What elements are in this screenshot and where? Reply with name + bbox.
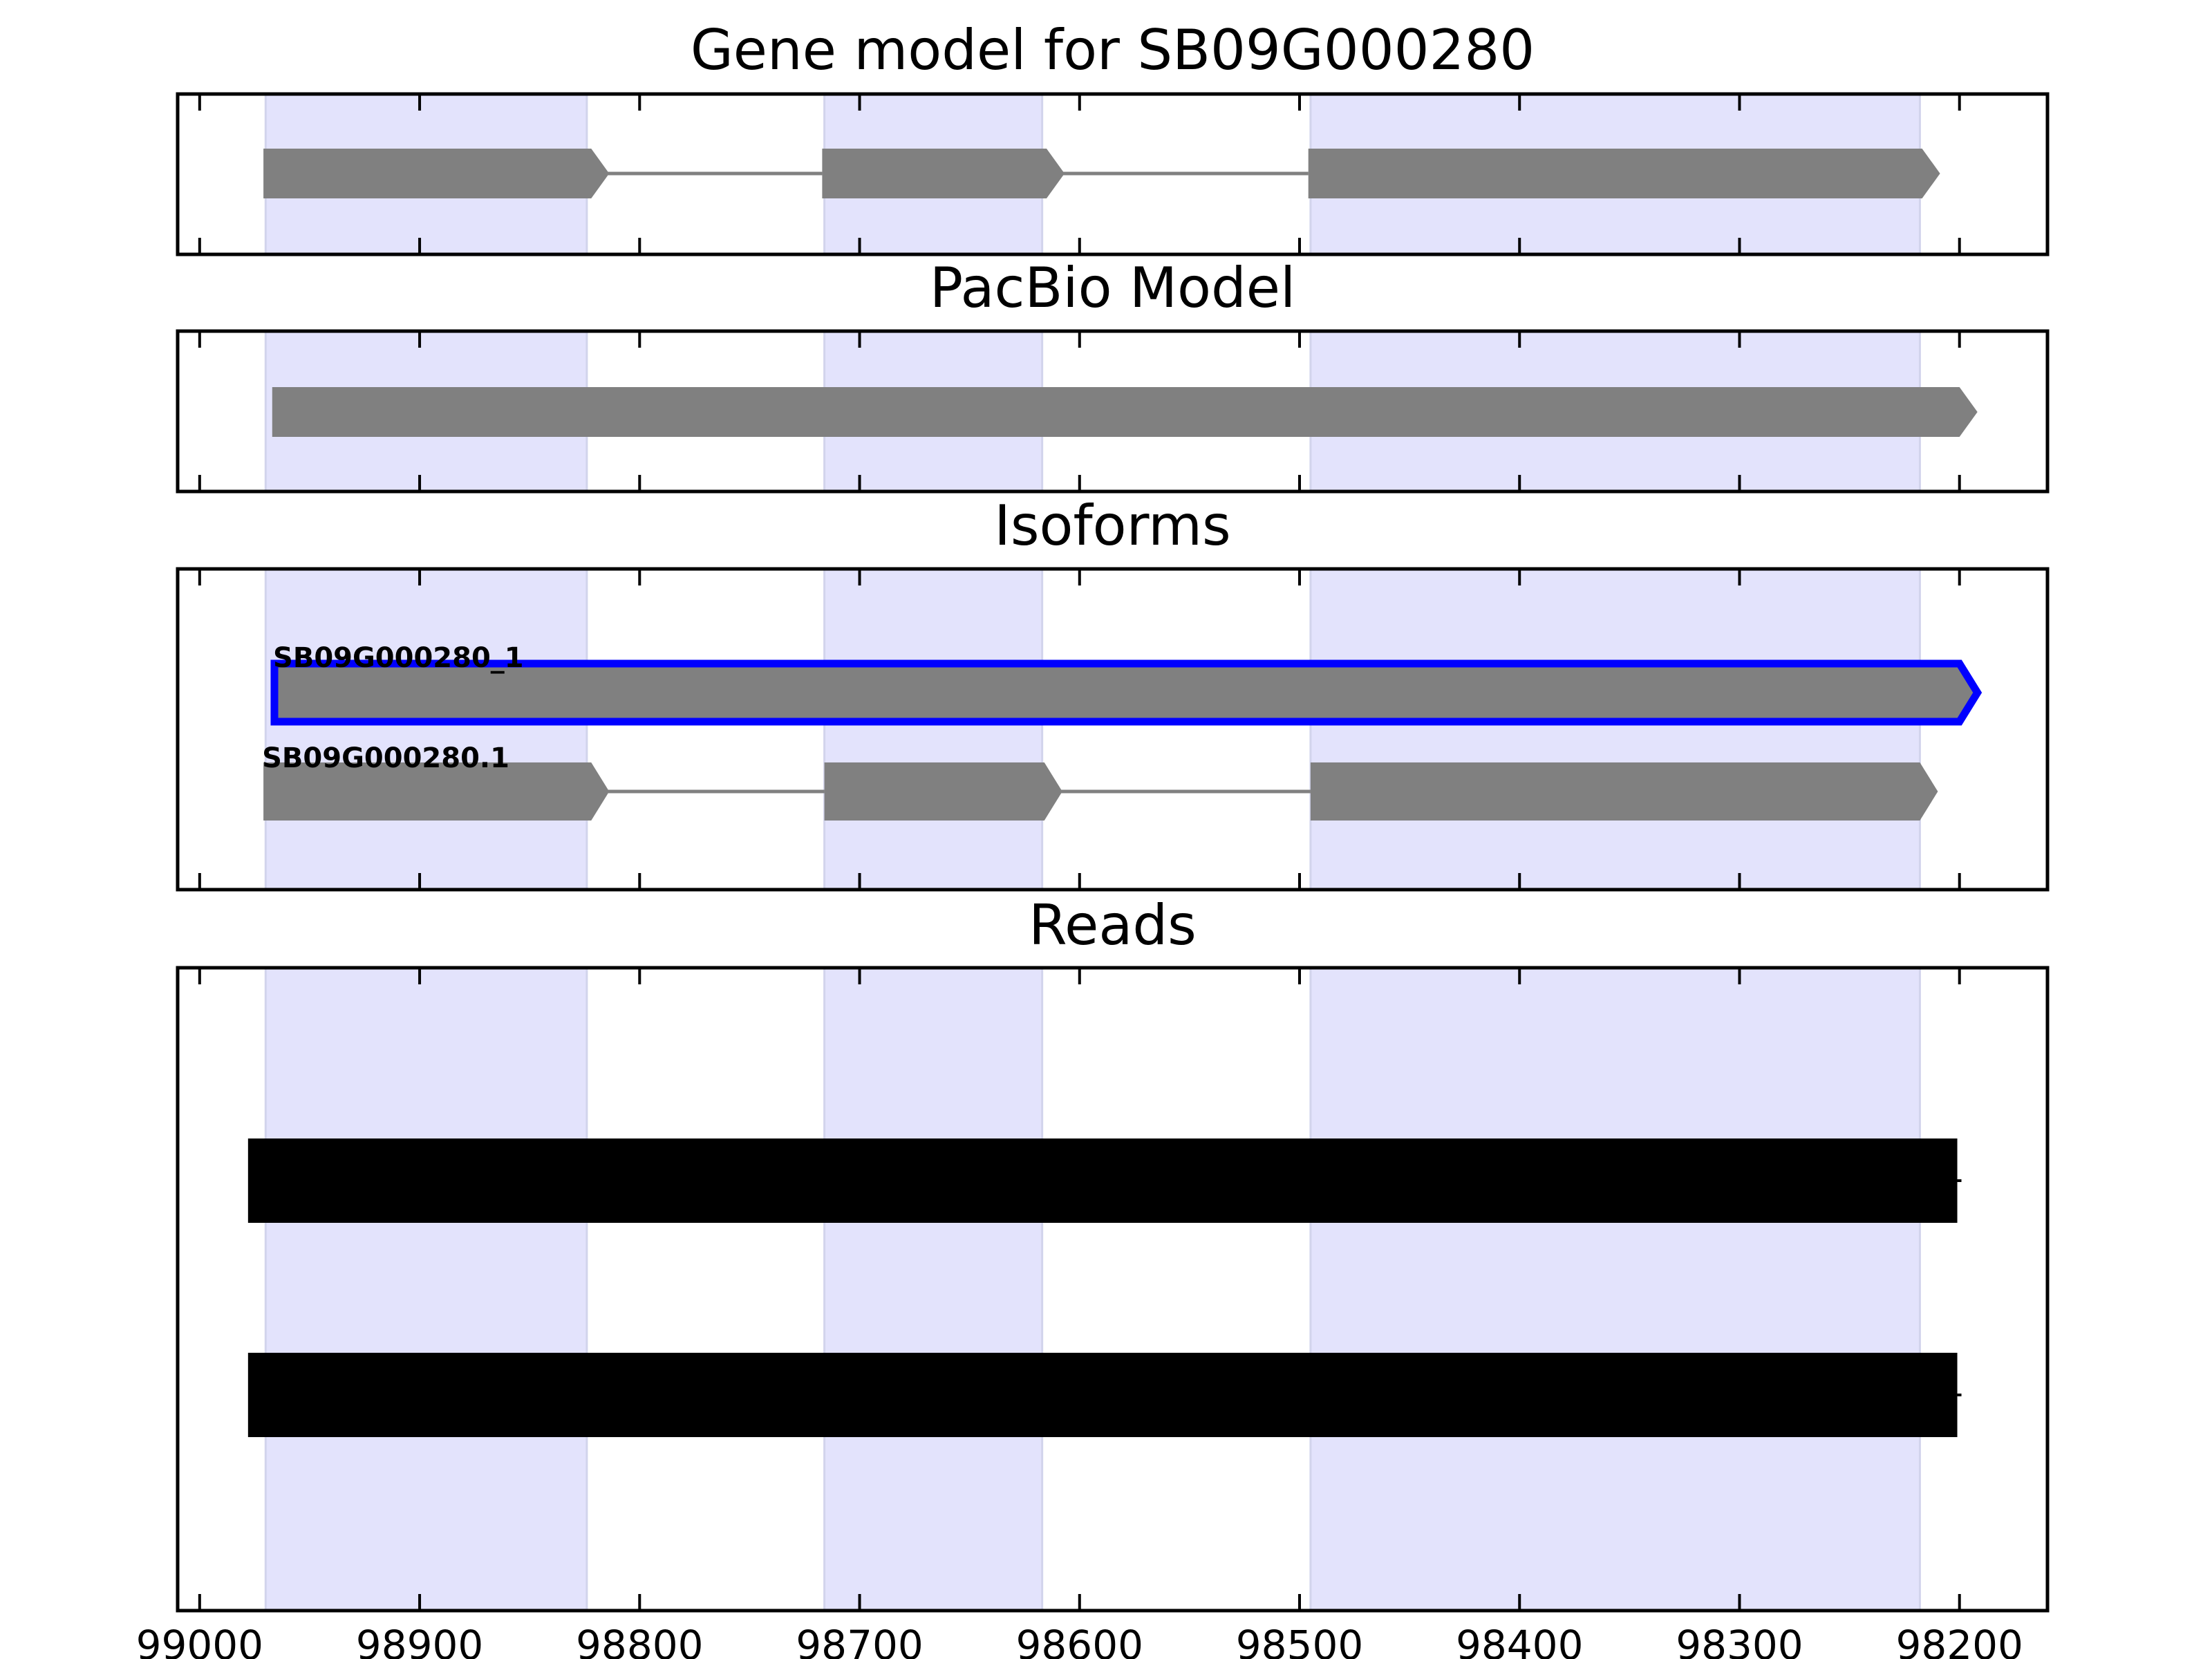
isoform-label-1: SB09G000280.1	[262, 742, 509, 774]
gene-exon	[272, 387, 1978, 437]
gene-exon	[263, 149, 610, 198]
x-tick-label: 98400	[1456, 1622, 1584, 1659]
x-tick-label: 98500	[1236, 1622, 1364, 1659]
exon-highlight-band-0	[264, 568, 588, 891]
panel-3: 99000 98900 98800 98700 98600 98500 98400 98300…	[136, 893, 2050, 1659]
x-tick-label: 98800	[576, 1622, 704, 1659]
panel-1: PacBio Model	[176, 256, 2050, 494]
panel-title-3: Reads	[1029, 893, 1197, 957]
exon-highlight-band-2	[1309, 966, 1921, 1612]
axes-frame-3	[176, 966, 2050, 1613]
panel-title-2: Isoforms	[994, 494, 1230, 558]
x-tick-label: 98300	[1676, 1622, 1803, 1659]
isoform-exon	[270, 659, 1983, 726]
x-tick-label: 99000	[136, 1622, 264, 1659]
exon-highlight-band-1	[823, 568, 1044, 891]
exon-highlight-band-2	[1309, 568, 1921, 891]
isoform-exon	[1310, 762, 1938, 821]
x-tick-label: 98200	[1895, 1622, 2023, 1659]
axes-frame-0	[176, 92, 2050, 256]
gene-exon	[822, 149, 1065, 198]
panel-title-0: Gene model for SB09G000280	[691, 18, 1535, 82]
panel-title-1: PacBio Model	[930, 256, 1295, 320]
isoform-exon	[263, 762, 610, 821]
x-tick-label: 98600	[1016, 1622, 1144, 1659]
axes-frame-1	[176, 329, 2050, 494]
panel-0: Gene model for SB09G000280	[176, 18, 2050, 256]
isoform-label-0: SB09G000280_1	[273, 642, 524, 674]
read-bar-0	[247, 1138, 1958, 1223]
panel-2: SB09G000280_1 SB09G000280.1 Isoforms	[176, 494, 2050, 892]
x-tick-label: 98900	[356, 1622, 484, 1659]
exon-highlight-band-1	[823, 966, 1044, 1612]
x-tick-label: 98700	[796, 1622, 924, 1659]
isoform-exon	[824, 762, 1062, 821]
exon-highlight-band-0	[264, 966, 588, 1612]
gene-exon	[1308, 149, 1940, 198]
read-bar-1	[247, 1353, 1958, 1437]
axes-frame-2	[176, 567, 2050, 892]
